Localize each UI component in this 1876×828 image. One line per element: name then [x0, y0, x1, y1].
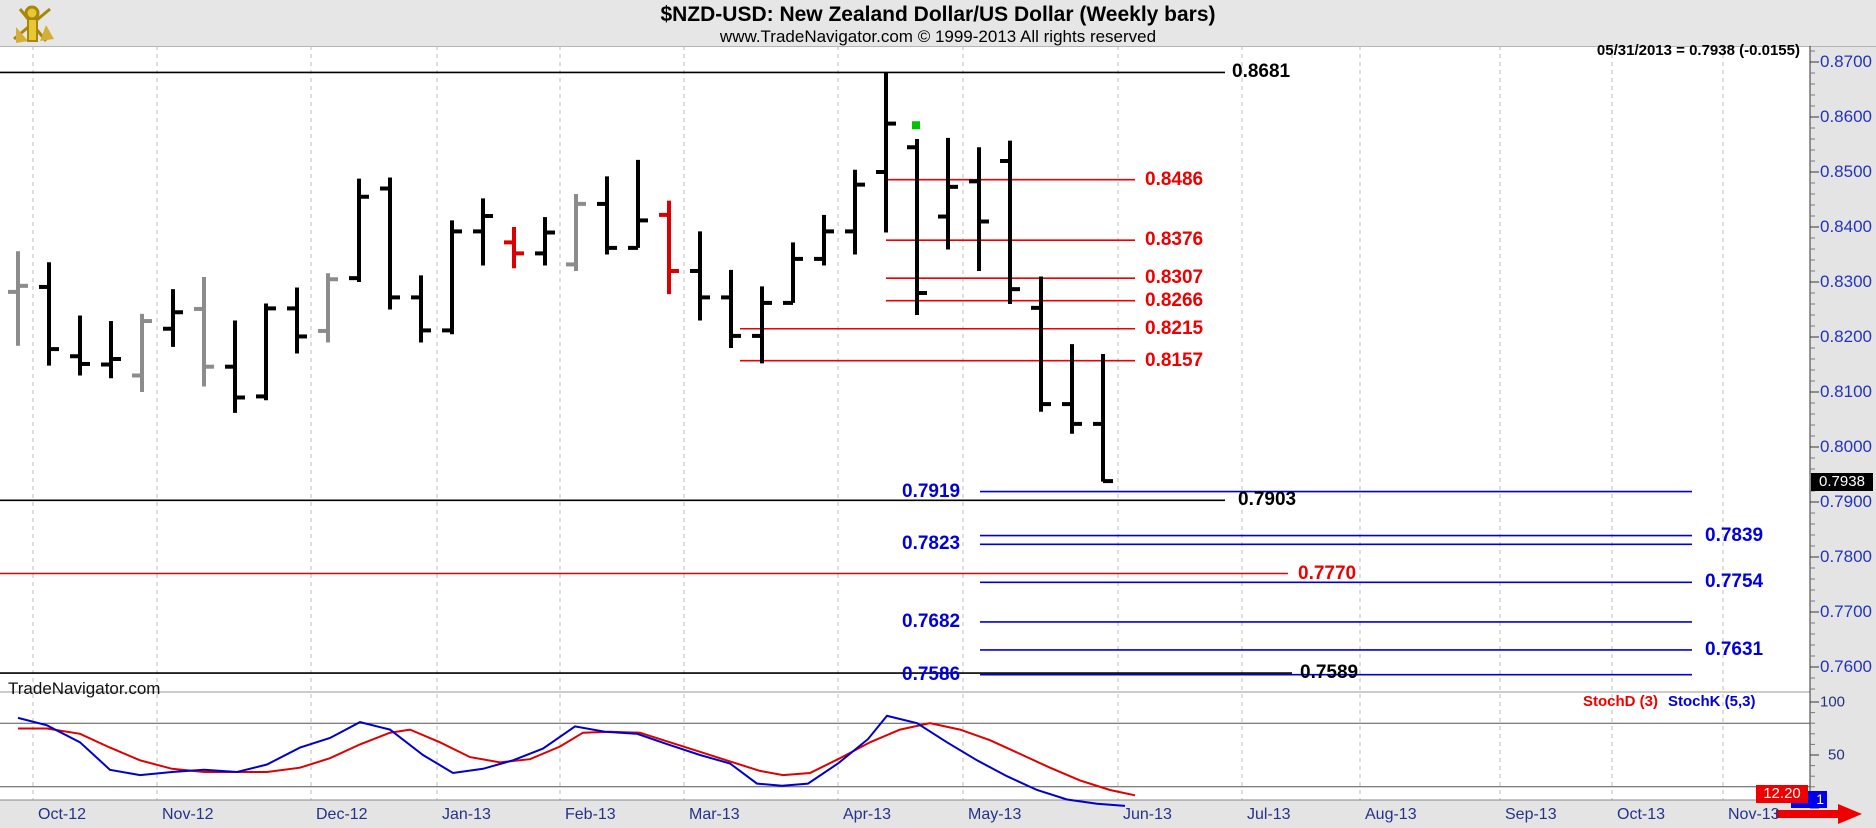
price-axis-label: 0.8500 [1820, 162, 1872, 181]
price-axis-label: 0.8400 [1820, 217, 1872, 236]
price-level-label: 0.7631 [1705, 638, 1764, 660]
stoch-axis-label-50: 50 [1828, 746, 1845, 764]
price-level-label: 0.7682 [902, 610, 961, 632]
month-axis-label[interactable]: Jul-13 [1247, 806, 1291, 823]
price-axis-label: 0.8100 [1820, 382, 1872, 401]
month-axis-label[interactable]: Jan-13 [442, 806, 491, 823]
price-level-label: 0.7839 [1705, 524, 1764, 546]
chart-subtitle: www.TradeNavigator.com © 1999-2013 All r… [719, 27, 1157, 46]
price-axis-label: 0.8000 [1820, 437, 1872, 456]
stoch-d-value-box: 12.20 [1756, 785, 1808, 803]
price-level-label: 0.8307 [1145, 267, 1204, 289]
month-axis-label[interactable]: Apr-13 [843, 806, 892, 823]
price-axis-label: 0.8200 [1820, 327, 1872, 346]
price-level-label: 0.8681 [1232, 61, 1291, 83]
price-level-label: 0.8376 [1145, 229, 1204, 251]
last-quote-readout: 05/31/2013 = 0.7938 (-0.0155) [1596, 42, 1800, 59]
price-level-label: 0.7754 [1705, 571, 1764, 593]
price-axis-label: 0.7800 [1820, 547, 1872, 566]
stoch-k-legend-label[interactable]: StochK (5,3) [1668, 693, 1756, 710]
price-level-label: 0.8157 [1145, 349, 1204, 371]
month-axis-label[interactable]: Sep-13 [1505, 806, 1557, 823]
stoch-d-legend-label[interactable]: StochD (3) [1583, 693, 1658, 710]
red-arrow-icon [1776, 804, 1862, 824]
price-level-label: 0.7823 [902, 533, 961, 555]
green-signal-marker [912, 121, 920, 130]
month-axis-label[interactable]: Mar-13 [689, 806, 740, 823]
price-level-label: 0.8486 [1145, 168, 1204, 190]
stoch-d-curve [18, 722, 1136, 797]
price-axis-label: 0.8300 [1820, 272, 1872, 291]
price-level-label: 0.8266 [1145, 289, 1204, 311]
month-axis-label[interactable]: Nov-13 [1728, 806, 1780, 823]
price-level-label: 0.7919 [902, 480, 961, 502]
month-axis-label[interactable]: Feb-13 [565, 806, 616, 823]
watermark-text: TradeNavigator.com [8, 679, 161, 698]
month-axis-label[interactable]: Dec-12 [316, 806, 368, 823]
price-level-label: 0.8215 [1145, 317, 1204, 339]
price-level-label: 0.7589 [1300, 662, 1359, 684]
month-axis-label[interactable]: Aug-13 [1365, 806, 1417, 823]
month-axis-label[interactable]: Nov-12 [162, 806, 214, 823]
header-band: $NZD-USD: New Zealand Dollar/US Dollar (… [0, 0, 1876, 47]
last-price-box: 0.7938 [1811, 473, 1873, 491]
month-axis-label[interactable]: Jun-13 [1123, 806, 1172, 823]
time-axis-strip [0, 800, 1810, 828]
chart-title: $NZD-USD: New Zealand Dollar/US Dollar (… [660, 3, 1216, 26]
price-axis-label: 0.7600 [1820, 657, 1872, 676]
month-axis-label[interactable]: Oct-13 [1617, 806, 1666, 823]
price-axis-label: 0.8600 [1820, 107, 1872, 126]
month-axis-label[interactable]: May-13 [968, 806, 1022, 823]
price-level-label: 0.7903 [1238, 489, 1297, 511]
price-axis-label: 0.7700 [1820, 602, 1872, 621]
price-axis-label: 0.8700 [1820, 52, 1872, 71]
price-level-label: 0.7770 [1298, 562, 1357, 584]
price-axis-label: 0.7900 [1820, 492, 1872, 511]
stoch-axis-label-100: 100 [1820, 693, 1846, 711]
month-axis-label[interactable]: Oct-12 [38, 806, 87, 823]
price-level-label: 0.7586 [902, 663, 961, 685]
price-axis-gutter [1810, 46, 1876, 828]
trade-navigator-logo-icon [6, 1, 60, 50]
stoch-k-curve [17, 714, 1126, 807]
